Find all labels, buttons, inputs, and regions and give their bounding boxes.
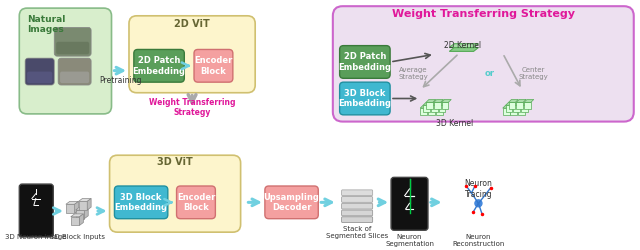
Polygon shape [438,105,445,112]
Polygon shape [428,105,438,108]
Text: 2D Patch
Embedding: 2D Patch Embedding [339,52,392,72]
Text: or: or [485,69,495,78]
Text: Encoder
Block: Encoder Block [177,193,215,212]
Polygon shape [516,100,526,102]
Polygon shape [502,105,513,108]
Text: 2D Patch
Embedding: 2D Patch Embedding [132,56,186,76]
Text: Weight Transferring Strategy: Weight Transferring Strategy [392,9,575,19]
Circle shape [475,200,482,207]
Text: Neuron
Reconstruction: Neuron Reconstruction [452,234,504,247]
Polygon shape [426,102,433,109]
FancyBboxPatch shape [56,42,89,54]
Polygon shape [513,102,523,105]
Text: Encoder
Block: Encoder Block [195,56,232,76]
Polygon shape [434,100,444,102]
Polygon shape [513,105,520,112]
Polygon shape [524,100,534,102]
FancyBboxPatch shape [25,58,54,85]
Polygon shape [438,102,449,105]
Text: Neuron
Tracing: Neuron Tracing [465,179,492,199]
Polygon shape [79,198,91,202]
Text: Pretraining: Pretraining [99,76,141,86]
Text: 3D Kernel: 3D Kernel [436,119,473,128]
Text: 2D Kernel: 2D Kernel [444,41,481,50]
Polygon shape [509,102,515,109]
Polygon shape [428,108,435,115]
FancyBboxPatch shape [391,177,428,230]
FancyBboxPatch shape [134,50,184,82]
FancyBboxPatch shape [115,186,168,219]
Polygon shape [420,108,427,115]
Text: Upsampling
Decoder: Upsampling Decoder [264,193,319,212]
Polygon shape [521,105,528,112]
FancyBboxPatch shape [129,16,255,93]
Polygon shape [79,202,87,210]
FancyBboxPatch shape [342,217,372,222]
Polygon shape [66,202,79,204]
Text: 3D Block
Embedding: 3D Block Embedding [115,193,168,212]
Polygon shape [434,102,440,109]
Text: 2D ViT: 2D ViT [174,19,210,29]
Polygon shape [506,105,513,112]
Polygon shape [442,102,449,109]
Polygon shape [518,108,525,115]
Polygon shape [516,102,523,109]
Polygon shape [449,44,479,48]
FancyBboxPatch shape [265,186,318,219]
FancyBboxPatch shape [54,27,91,56]
Polygon shape [423,105,430,112]
Polygon shape [71,217,79,226]
Polygon shape [431,105,438,112]
FancyBboxPatch shape [342,190,372,196]
Polygon shape [66,204,75,213]
Polygon shape [87,198,91,210]
FancyBboxPatch shape [109,155,241,232]
Polygon shape [436,105,445,108]
Text: Weight Transferring
Strategy: Weight Transferring Strategy [149,98,236,117]
Text: Natural
Images: Natural Images [27,15,65,34]
FancyBboxPatch shape [177,186,216,219]
Polygon shape [502,108,509,115]
Polygon shape [511,105,520,108]
Polygon shape [71,214,83,217]
Text: 3D Block
Embedding: 3D Block Embedding [339,89,392,108]
FancyBboxPatch shape [340,46,390,78]
Text: Neuron
Segmentation: Neuron Segmentation [385,234,434,247]
FancyBboxPatch shape [58,58,91,85]
Text: 3D ViT: 3D ViT [157,157,193,167]
Polygon shape [509,100,518,102]
FancyBboxPatch shape [333,6,634,121]
Text: Center
Strategy: Center Strategy [519,67,548,80]
FancyBboxPatch shape [19,8,111,114]
Polygon shape [506,102,515,105]
Polygon shape [524,102,531,109]
Text: Average
Strategy: Average Strategy [399,67,428,80]
FancyBboxPatch shape [60,72,89,83]
FancyBboxPatch shape [342,203,372,209]
FancyBboxPatch shape [19,184,53,237]
Polygon shape [75,202,79,213]
Polygon shape [420,105,430,108]
Text: 3D Block Inputs: 3D Block Inputs [50,234,105,240]
Polygon shape [79,214,83,226]
Polygon shape [521,102,531,105]
Polygon shape [76,210,84,219]
Text: Stack of
Segmented Slices: Stack of Segmented Slices [326,226,388,239]
Text: 3D Neuron Image: 3D Neuron Image [5,234,67,240]
Polygon shape [518,105,528,108]
Polygon shape [423,102,433,105]
Polygon shape [431,102,440,105]
FancyBboxPatch shape [342,196,372,202]
FancyBboxPatch shape [340,82,390,115]
Polygon shape [84,207,88,219]
FancyBboxPatch shape [194,50,233,82]
Polygon shape [449,48,479,52]
Polygon shape [442,100,451,102]
Polygon shape [426,100,436,102]
FancyBboxPatch shape [342,210,372,216]
Polygon shape [436,108,442,115]
Polygon shape [511,108,517,115]
FancyBboxPatch shape [27,72,52,83]
Polygon shape [76,207,88,210]
